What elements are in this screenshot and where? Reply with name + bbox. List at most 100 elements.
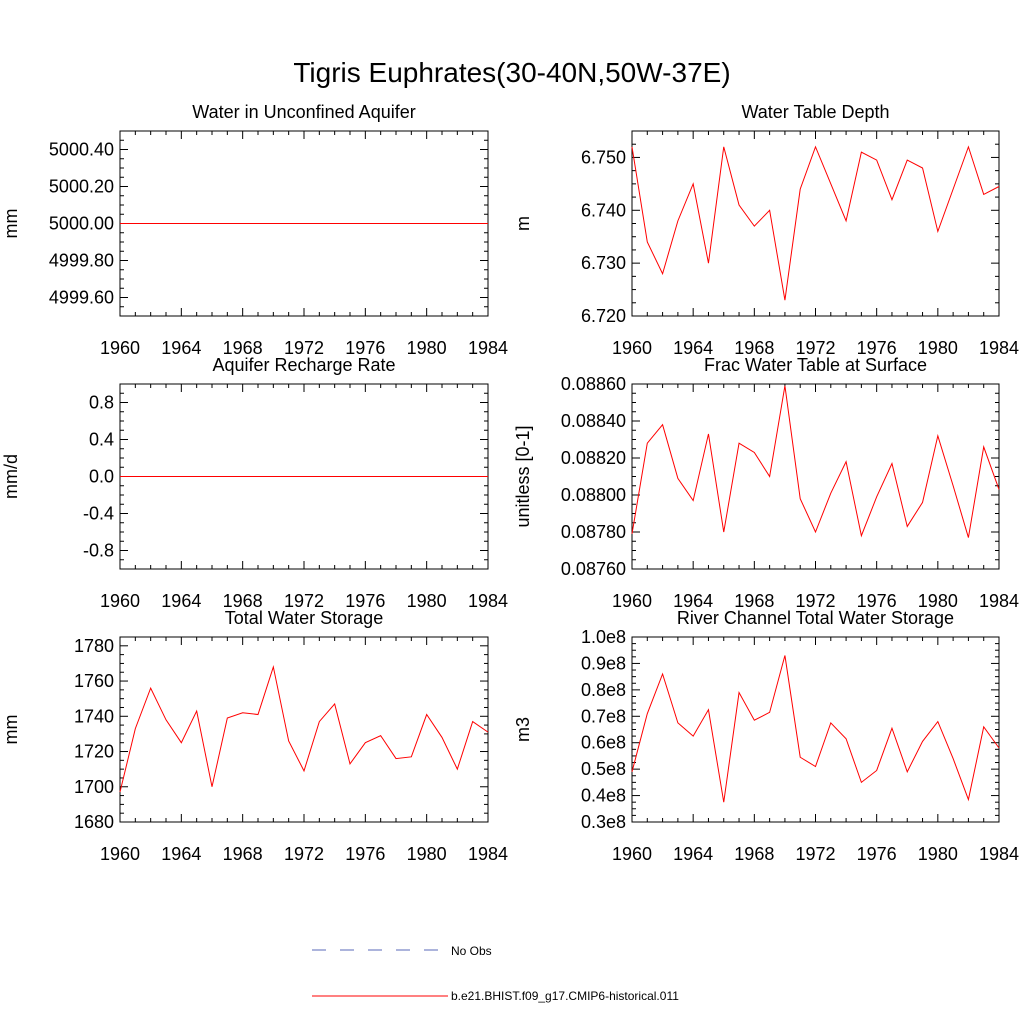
chart-panel-3: Aquifer Recharge Rate mm/d 1960 1964 1968 197… <box>1 355 508 611</box>
chart-title: River Channel Total Water Storage <box>677 608 954 628</box>
y-tick-label: 0.08860 <box>561 374 626 394</box>
series-line <box>631 655 1000 803</box>
y-tick-label: 1760 <box>74 671 114 691</box>
y-axis-label: mm <box>1 715 21 745</box>
y-tick-label: 0.4e8 <box>581 786 626 806</box>
x-tick-label: 1976 <box>345 844 385 864</box>
x-tick-label: 1968 <box>734 591 774 611</box>
chart-panel-1: Water in Unconfined Aquifer mm 1960 1964 196… <box>1 102 508 358</box>
y-tick-label: 0.4 <box>89 430 114 450</box>
chart-title: Frac Water Table at Surface <box>704 355 927 375</box>
x-tick-label: 1984 <box>468 591 508 611</box>
y-tick-label: 4999.60 <box>49 288 114 308</box>
y-tick-label: 0.08820 <box>561 448 626 468</box>
x-tick-label: 1976 <box>857 338 897 358</box>
x-tick-label: 1960 <box>100 338 140 358</box>
y-tick-label: 0.6e8 <box>581 733 626 753</box>
plot-frame <box>631 130 1000 317</box>
x-tick-label: 1960 <box>100 591 140 611</box>
x-tick-label: 1972 <box>284 338 324 358</box>
y-tick-label: 0.3e8 <box>581 812 626 832</box>
y-tick-label: 6.740 <box>581 200 626 220</box>
y-tick-label: 6.730 <box>581 253 626 273</box>
chart-title: Aquifer Recharge Rate <box>212 355 395 375</box>
x-tick-label: 1968 <box>734 844 774 864</box>
y-axis-label: mm <box>1 209 21 239</box>
plot-frame <box>631 636 1000 823</box>
y-tick-label: 0.8e8 <box>581 680 626 700</box>
y-tick-label: 5000.40 <box>49 140 114 160</box>
x-tick-label: 1980 <box>407 844 447 864</box>
x-tick-label: 1964 <box>161 844 201 864</box>
y-tick-label: 5000.20 <box>49 177 114 197</box>
chart-panel-4: Frac Water Table at Surface unitless [0-1… <box>513 355 1019 611</box>
series-line <box>631 385 1000 538</box>
x-tick-label: 1968 <box>223 338 263 358</box>
page-title: Tigris Euphrates(30-40N,50W-37E) <box>293 57 730 88</box>
y-tick-label: 6.750 <box>581 147 626 167</box>
chart-title: Water in Unconfined Aquifer <box>192 102 415 122</box>
x-tick-label: 1980 <box>407 338 447 358</box>
y-tick-label: 0.08800 <box>561 485 626 505</box>
y-tick-label: 1700 <box>74 777 114 797</box>
x-tick-label: 1976 <box>857 844 897 864</box>
y-tick-label: 0.5e8 <box>581 759 626 779</box>
x-tick-label: 1976 <box>345 591 385 611</box>
x-tick-label: 1980 <box>407 591 447 611</box>
y-tick-label: 1780 <box>74 636 114 656</box>
plot-frame <box>119 636 489 823</box>
chart-panel-2: Water Table Depth m 1960 1964 1968 1972 1976 19… <box>513 102 1019 358</box>
x-tick-label: 1984 <box>468 844 508 864</box>
x-tick-label: 1972 <box>284 844 324 864</box>
x-tick-label: 1964 <box>161 591 201 611</box>
x-tick-label: 1960 <box>612 844 652 864</box>
x-tick-label: 1976 <box>857 591 897 611</box>
x-tick-label: 1960 <box>100 844 140 864</box>
chart-title: Total Water Storage <box>225 608 383 628</box>
x-tick-label: 1960 <box>612 338 652 358</box>
legend-label-obs: No Obs <box>451 944 492 958</box>
y-tick-label: 1740 <box>74 706 114 726</box>
y-tick-label: 0.08840 <box>561 411 626 431</box>
chart-title: Water Table Depth <box>741 102 889 122</box>
y-tick-label: 0.0 <box>89 467 114 487</box>
x-tick-label: 1972 <box>795 591 835 611</box>
y-tick-label: 0.8 <box>89 393 114 413</box>
x-tick-label: 1968 <box>734 338 774 358</box>
x-tick-label: 1980 <box>918 338 958 358</box>
y-tick-label: 0.7e8 <box>581 706 626 726</box>
y-tick-label: 0.08780 <box>561 522 626 542</box>
y-tick-label: 6.720 <box>581 306 626 326</box>
y-tick-label: 1.0e8 <box>581 627 626 647</box>
plot-frame <box>631 383 1000 570</box>
y-axis-label: m3 <box>513 717 533 742</box>
y-tick-label: 0.08760 <box>561 559 626 579</box>
x-tick-label: 1964 <box>673 338 713 358</box>
x-tick-label: 1972 <box>795 338 835 358</box>
chart-panel-5: Total Water Storage mm 1960 1964 1968 1972 197… <box>1 608 508 864</box>
y-axis-label: m <box>513 216 533 231</box>
x-tick-label: 1984 <box>468 338 508 358</box>
x-tick-label: 1980 <box>918 844 958 864</box>
y-tick-label: 5000.00 <box>49 214 114 234</box>
x-tick-label: 1984 <box>979 591 1019 611</box>
x-tick-label: 1964 <box>673 844 713 864</box>
y-tick-label: -0.4 <box>83 504 114 524</box>
panels: Water in Unconfined Aquifer mm 1960 1964 196… <box>1 102 1019 864</box>
x-tick-label: 1968 <box>223 844 263 864</box>
y-tick-label: 1720 <box>74 742 114 762</box>
x-tick-label: 1972 <box>284 591 324 611</box>
x-tick-label: 1968 <box>223 591 263 611</box>
y-tick-label: 4999.80 <box>49 251 114 271</box>
x-tick-label: 1980 <box>918 591 958 611</box>
y-tick-label: 0.9e8 <box>581 653 626 673</box>
x-tick-label: 1984 <box>979 844 1019 864</box>
x-tick-label: 1960 <box>612 591 652 611</box>
series-line <box>119 664 489 793</box>
x-tick-label: 1976 <box>345 338 385 358</box>
y-axis-label: unitless [0-1] <box>513 425 533 527</box>
y-axis-label: mm/d <box>1 454 21 499</box>
legend-label-model: b.e21.BHIST.f09_g17.CMIP6-historical.011 <box>451 989 679 1003</box>
